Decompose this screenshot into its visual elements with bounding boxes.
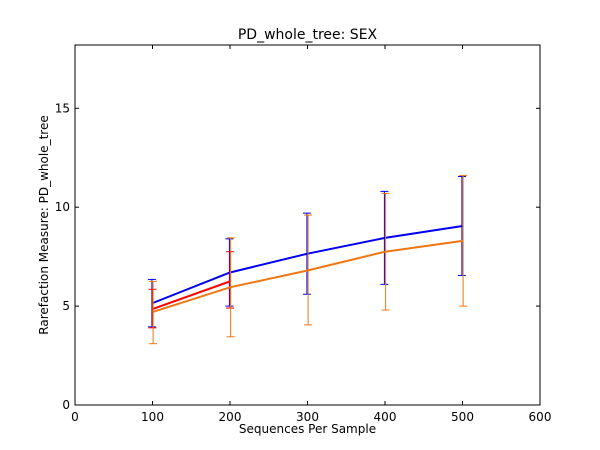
error-bar-2-2 <box>304 214 313 326</box>
series-line-0 <box>152 225 463 305</box>
error-bar-2-0 <box>149 280 158 345</box>
y-tick-label: 10 <box>55 200 70 214</box>
x-tick-label: 400 <box>374 410 397 424</box>
y-tick-label: 15 <box>55 101 70 115</box>
x-tick-label: 100 <box>141 410 164 424</box>
axis-ticks: 0 100 200 300 400 500 600 0 5 10 15 <box>55 45 552 424</box>
y-tick-label: 0 <box>62 398 70 412</box>
error-bar-2-4 <box>459 175 468 307</box>
error-bar-2-1 <box>226 237 235 338</box>
x-axis-label: Sequences Per Sample <box>239 422 376 436</box>
x-tick-label: 500 <box>451 410 474 424</box>
x-tick-label: 0 <box>71 410 79 424</box>
y-tick-label: 5 <box>62 299 70 313</box>
series-line-2 <box>152 239 463 313</box>
error-bar-2-3 <box>381 192 390 311</box>
error-bar-0-1 <box>225 238 234 307</box>
x-tick-label: 200 <box>219 410 242 424</box>
series-line-1 <box>152 280 231 311</box>
error-bar-0-4 <box>457 176 466 276</box>
error-bar-1-0 <box>148 288 157 329</box>
chart-title: PD_whole_tree: SEX <box>238 27 378 43</box>
x-tick-label: 600 <box>529 410 552 424</box>
y-axis-label: Rarefaction Measure: PD_whole_tree <box>37 115 51 334</box>
error-bar-1-1 <box>226 251 234 309</box>
error-bar-0-2 <box>302 212 311 295</box>
x-tick-label: 300 <box>296 410 319 424</box>
error-bar-0-0 <box>147 278 156 328</box>
error-bar-0-3 <box>380 190 389 285</box>
plot-area <box>147 175 468 345</box>
